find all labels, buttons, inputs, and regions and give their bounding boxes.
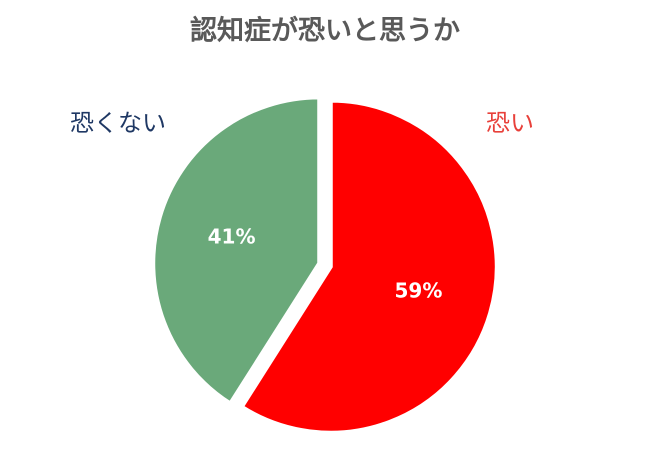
value-label: 59% — [394, 279, 442, 303]
category-label: 恐くない — [70, 109, 166, 137]
pie-slice — [239, 98, 499, 435]
value-label: 41% — [208, 224, 256, 248]
pie-slice — [151, 95, 322, 407]
chart-title: 認知症が恐いと思うか — [190, 15, 460, 47]
category-label: 恐い — [486, 109, 534, 137]
